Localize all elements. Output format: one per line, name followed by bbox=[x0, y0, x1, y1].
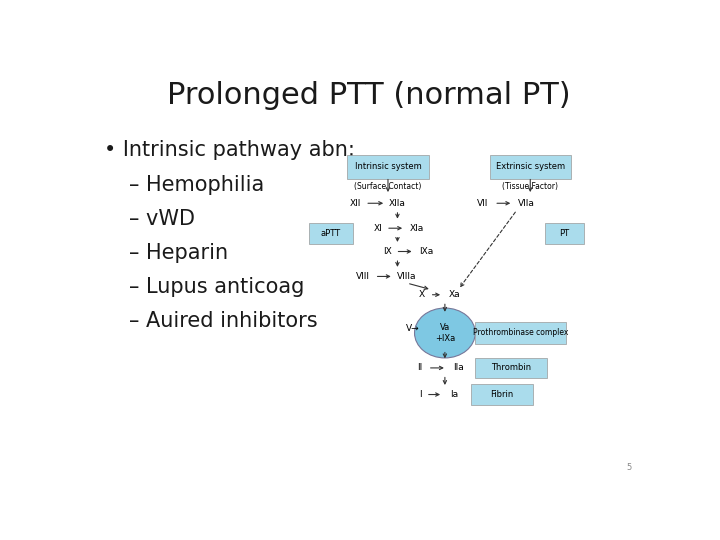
Text: XI: XI bbox=[374, 224, 383, 233]
Text: Ia: Ia bbox=[450, 390, 459, 399]
Text: VIIa: VIIa bbox=[518, 199, 535, 208]
FancyBboxPatch shape bbox=[544, 223, 584, 244]
Text: Thrombin: Thrombin bbox=[491, 363, 531, 373]
Text: Intrinsic system: Intrinsic system bbox=[354, 162, 421, 171]
Text: VIII: VIII bbox=[356, 272, 370, 281]
FancyBboxPatch shape bbox=[490, 154, 571, 179]
Text: V→: V→ bbox=[406, 323, 420, 333]
Text: (Surface Contact): (Surface Contact) bbox=[354, 182, 422, 191]
Text: aPTT: aPTT bbox=[321, 229, 341, 238]
Text: – Auired inhibitors: – Auired inhibitors bbox=[129, 312, 318, 332]
Text: II: II bbox=[418, 363, 423, 373]
Text: Va
+IXa: Va +IXa bbox=[435, 323, 455, 343]
FancyBboxPatch shape bbox=[310, 223, 353, 244]
FancyBboxPatch shape bbox=[347, 154, 428, 179]
FancyBboxPatch shape bbox=[471, 384, 533, 405]
Text: Prolonged PTT (normal PT): Prolonged PTT (normal PT) bbox=[167, 82, 571, 111]
Text: – vWD: – vWD bbox=[129, 209, 195, 229]
Text: Prothrombinase complex: Prothrombinase complex bbox=[473, 328, 569, 338]
Text: – Heparin: – Heparin bbox=[129, 243, 228, 263]
Ellipse shape bbox=[415, 308, 475, 358]
Text: XIa: XIa bbox=[409, 224, 423, 233]
Text: • Intrinsic pathway abn:: • Intrinsic pathway abn: bbox=[104, 140, 355, 160]
Text: IX: IX bbox=[384, 247, 392, 256]
Text: – Hemophilia: – Hemophilia bbox=[129, 175, 264, 195]
Text: IIa: IIa bbox=[453, 363, 464, 373]
Text: X: X bbox=[419, 290, 426, 299]
Text: VII: VII bbox=[477, 199, 488, 208]
Text: Xa: Xa bbox=[449, 290, 460, 299]
Text: XII: XII bbox=[350, 199, 361, 208]
Text: XIIa: XIIa bbox=[389, 199, 406, 208]
Text: Fibrin: Fibrin bbox=[490, 390, 513, 399]
Text: I: I bbox=[419, 390, 421, 399]
Text: VIIIa: VIIIa bbox=[397, 272, 417, 281]
Text: (Tissue Factor): (Tissue Factor) bbox=[503, 182, 558, 191]
FancyBboxPatch shape bbox=[475, 357, 547, 379]
Text: IXa: IXa bbox=[419, 247, 433, 256]
Text: PT: PT bbox=[559, 229, 570, 238]
Text: Extrinsic system: Extrinsic system bbox=[495, 162, 564, 171]
Text: – Lupus anticoag: – Lupus anticoag bbox=[129, 277, 305, 298]
FancyBboxPatch shape bbox=[475, 322, 566, 344]
Text: 5: 5 bbox=[626, 463, 631, 472]
